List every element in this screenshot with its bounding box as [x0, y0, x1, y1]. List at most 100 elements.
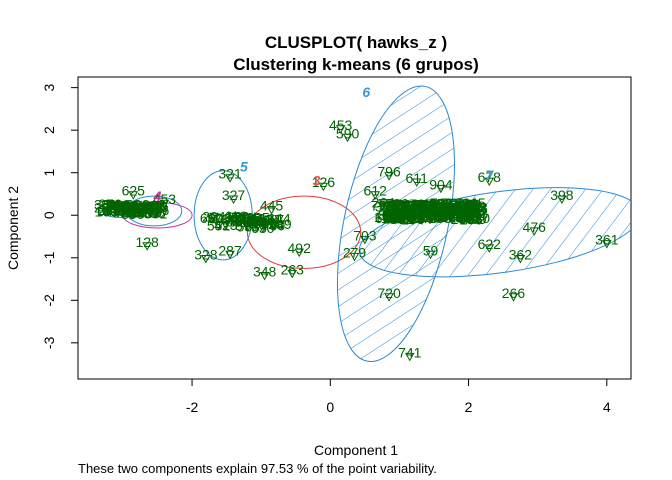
cluster-number-label: 5 [240, 158, 248, 174]
point-marker [241, 222, 252, 231]
point-marker [259, 272, 270, 281]
point-label: 476 [523, 219, 547, 235]
cluster-number-label: 3 [313, 172, 321, 188]
point-label: 398 [550, 187, 574, 203]
point-marker [446, 213, 457, 222]
point-marker [384, 293, 394, 302]
point-marker [243, 222, 254, 232]
point-marker [121, 201, 132, 210]
point-marker [274, 215, 284, 224]
point-marker [318, 182, 329, 192]
y-tick-label: 1 [41, 169, 57, 177]
dense-point: 830 [121, 206, 145, 222]
point-marker [213, 221, 224, 231]
point-marker [408, 208, 418, 217]
point-marker [335, 125, 346, 134]
point-marker [257, 224, 268, 234]
cluster-7-hatch [359, 187, 631, 277]
point-marker [414, 207, 425, 216]
point-marker [484, 177, 495, 187]
point-marker [431, 208, 442, 217]
dense-point: 276 [98, 196, 122, 212]
point-marker [392, 215, 402, 224]
dense-point: 145 [462, 195, 486, 211]
dense-point: 285 [94, 200, 118, 216]
point-marker [378, 199, 389, 208]
point-marker [250, 218, 261, 227]
point-marker [435, 206, 446, 215]
variability-footnote: These two components explain 97.53 % of … [78, 461, 437, 476]
point-marker [150, 202, 161, 212]
dense-point: 650 [135, 201, 159, 217]
point-label: 59 [423, 242, 439, 258]
x-tick-label: 4 [603, 399, 611, 415]
dense-points-layer: 3315267046083991438375106158267693388498… [94, 195, 490, 236]
point-marker [119, 206, 129, 215]
dense-point: 551 [207, 217, 231, 233]
dense-point: 603 [375, 210, 399, 226]
point-marker [381, 214, 392, 223]
point-marker [228, 195, 239, 204]
point-label: 611 [406, 170, 429, 186]
point-marker [557, 195, 567, 204]
point-marker [457, 215, 468, 224]
point-label: 287 [218, 242, 242, 258]
point-marker [508, 293, 519, 302]
point-marker [423, 212, 434, 221]
point-marker [601, 240, 612, 249]
point-marker [416, 208, 427, 217]
y-tick-label: 0 [41, 211, 57, 219]
point-marker [455, 205, 466, 214]
point-marker [401, 200, 412, 210]
point-label: 348 [253, 264, 277, 280]
point-label: 492 [288, 240, 312, 256]
point-marker [100, 204, 111, 213]
point-marker [413, 214, 424, 223]
dense-point: 179 [410, 204, 434, 220]
point-marker [432, 213, 443, 222]
dense-point: 805 [208, 211, 232, 227]
point-marker [230, 215, 240, 224]
point-marker [342, 133, 353, 143]
point-label: 126 [312, 174, 336, 190]
dense-point: 368 [223, 211, 247, 227]
point-label: 678 [478, 169, 502, 185]
point-marker [401, 205, 412, 215]
point-label: 625 [122, 183, 146, 199]
dense-point: 337 [439, 198, 463, 214]
point-marker [410, 200, 421, 210]
dense-point: 194 [115, 197, 139, 213]
dense-point: 758 [238, 212, 262, 228]
point-marker [484, 244, 495, 253]
point-marker [260, 219, 271, 228]
point-marker [159, 199, 170, 209]
dense-point: 514 [423, 199, 447, 215]
point-marker [201, 255, 211, 264]
point-marker [113, 201, 124, 210]
point-marker [141, 205, 152, 214]
chart-title: CLUSPLOT( hawks_z ) [265, 33, 447, 52]
point-label: 453 [153, 191, 177, 207]
dense-point: 791 [439, 206, 463, 222]
dense-point: 204 [202, 208, 226, 224]
point-marker [442, 207, 453, 217]
point-marker [410, 209, 421, 218]
point-label: 328 [194, 247, 218, 263]
point-marker [287, 269, 298, 279]
point-marker [464, 215, 475, 224]
point-marker [389, 212, 399, 222]
point-label: 612 [364, 183, 388, 199]
point-marker [149, 209, 160, 218]
dense-point: 562 [390, 201, 414, 217]
point-label: 279 [343, 244, 367, 260]
point-marker [384, 172, 394, 181]
point-marker [461, 205, 472, 214]
chart-subtitle: Clustering k-means (6 grupos) [233, 55, 479, 74]
point-marker [426, 204, 437, 213]
cluster-number-label: 6 [362, 84, 370, 100]
point-label: 796 [377, 164, 401, 180]
point-marker [439, 213, 449, 223]
cluster-number-label: 7 [485, 167, 494, 183]
point-label: 445 [260, 198, 284, 214]
